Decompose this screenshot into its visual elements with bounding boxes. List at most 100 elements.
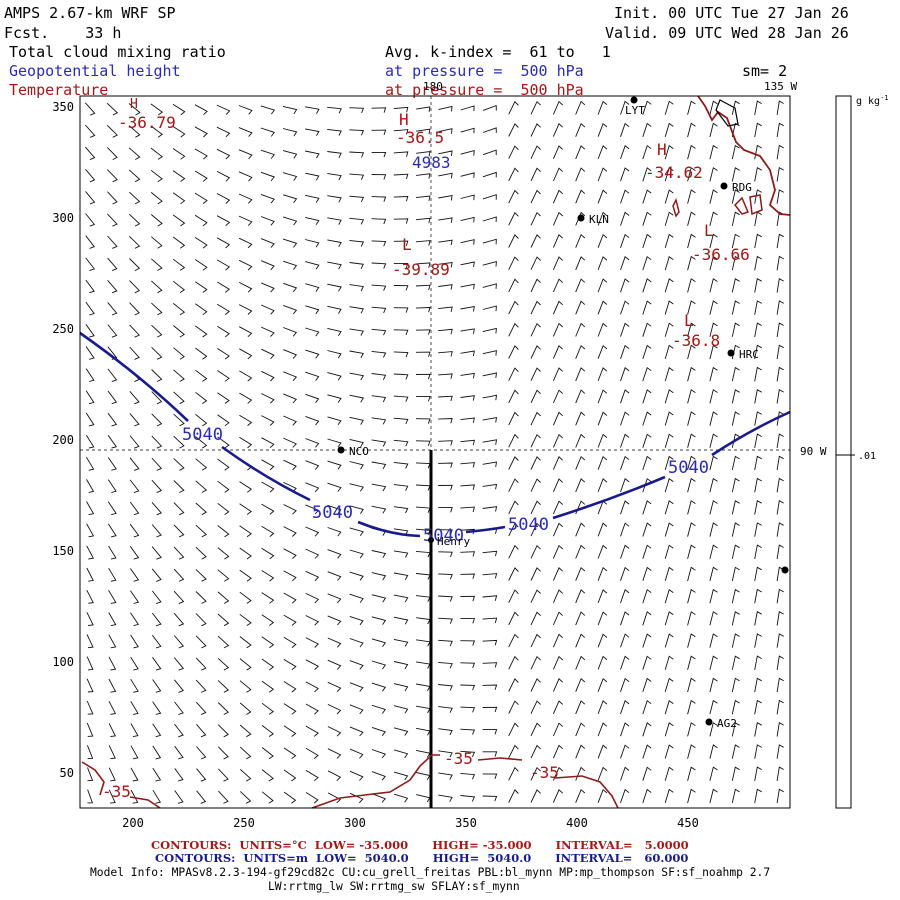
wind-barb — [664, 766, 674, 781]
wind-barb — [305, 194, 320, 203]
wind-barb — [687, 544, 696, 559]
pressure-level-temperature: at pressure = 500 hPa — [385, 81, 584, 99]
wind-barb — [85, 213, 96, 227]
wind-barb — [776, 433, 784, 448]
wind-barb — [195, 524, 207, 538]
wind-barb — [687, 522, 696, 537]
wind-barb — [552, 234, 564, 248]
wind-barb — [415, 595, 431, 602]
wind-barb — [438, 484, 453, 491]
wind-barb — [216, 259, 231, 271]
wind-barb — [731, 566, 740, 582]
wind-barb — [482, 506, 498, 512]
wind-barb — [416, 150, 431, 157]
wind-barb — [416, 794, 431, 803]
wind-barb — [482, 171, 497, 178]
wind-barb — [261, 636, 275, 649]
wind-barb — [415, 240, 431, 246]
wind-barb — [530, 189, 541, 204]
wind-barb — [508, 789, 519, 803]
wind-barb — [731, 189, 740, 204]
wind-barb — [261, 393, 275, 404]
wind-barb — [552, 633, 564, 648]
wind-barb — [642, 633, 652, 648]
wind-barb — [327, 504, 342, 515]
lon-label-135w: 135 W — [764, 80, 798, 93]
wind-barb — [327, 261, 342, 270]
wind-barb — [552, 766, 564, 781]
wind-barb — [260, 149, 275, 159]
wind-barb — [597, 322, 608, 337]
wind-barb — [709, 588, 718, 604]
wind-barb — [239, 370, 253, 382]
wind-barb — [371, 638, 387, 648]
wind-barb — [349, 615, 364, 626]
wind-barb — [460, 172, 475, 178]
coastline-patch — [672, 197, 680, 218]
wind-barb — [239, 503, 252, 515]
wind-barb — [508, 700, 519, 714]
wind-barb — [349, 328, 365, 336]
wind-barb — [620, 233, 630, 248]
wind-barb — [393, 329, 409, 336]
lon-label-180: 180 — [423, 80, 443, 93]
temp-low-symbol: L — [684, 311, 694, 330]
wind-barb — [575, 145, 586, 160]
wind-barb — [217, 613, 230, 627]
wind-barb — [575, 433, 586, 448]
wind-barb — [261, 525, 275, 537]
wind-barb — [327, 792, 342, 804]
wind-barb — [152, 745, 162, 760]
wind-barb — [620, 278, 630, 293]
wind-barb — [482, 595, 498, 601]
wind-barb — [597, 611, 608, 626]
wind-barb — [620, 677, 630, 692]
wind-barb — [283, 614, 297, 626]
wind-barb — [261, 769, 274, 782]
wind-barb — [87, 789, 94, 804]
wind-barb — [575, 167, 586, 182]
geopotential-contour — [711, 410, 791, 457]
wind-barb — [238, 149, 253, 160]
wind-barb — [508, 367, 519, 381]
wind-barb — [393, 106, 409, 113]
wind-barb — [460, 216, 475, 223]
wind-barb — [438, 195, 453, 201]
y-tick-label: 150 — [52, 544, 74, 558]
wind-barb — [172, 236, 186, 249]
wind-barb — [731, 788, 740, 804]
wind-barb — [371, 439, 387, 447]
wind-barb — [508, 145, 519, 159]
wind-barb — [107, 435, 118, 449]
wind-barb — [687, 211, 696, 226]
wind-barb — [416, 173, 431, 179]
wind-barb — [108, 634, 117, 649]
wind-barb — [216, 193, 231, 204]
wind-barb — [776, 610, 784, 626]
wind-barb — [195, 458, 208, 471]
wind-barb — [482, 261, 497, 267]
wind-barb — [305, 615, 320, 626]
wind-barb — [754, 433, 762, 448]
wind-barb — [349, 239, 365, 247]
wind-barb — [327, 748, 342, 759]
wind-barb — [530, 367, 541, 381]
wind-barb — [173, 546, 185, 560]
wind-barb — [642, 655, 652, 670]
wind-barb — [530, 256, 541, 270]
wind-barb — [664, 411, 674, 426]
wind-barb — [85, 191, 96, 205]
wind-barb — [575, 589, 586, 604]
wind-barb — [371, 306, 387, 314]
wind-barb — [349, 660, 364, 670]
wind-barb — [85, 257, 96, 272]
wind-barb — [530, 278, 541, 293]
wind-barb — [754, 366, 762, 382]
wind-barb — [305, 305, 320, 315]
wind-barb — [195, 347, 208, 360]
wind-barb — [664, 278, 674, 293]
wind-barb — [217, 702, 229, 715]
wind-barb — [238, 326, 253, 338]
wind-barb — [664, 477, 674, 493]
wind-barb — [460, 795, 476, 802]
